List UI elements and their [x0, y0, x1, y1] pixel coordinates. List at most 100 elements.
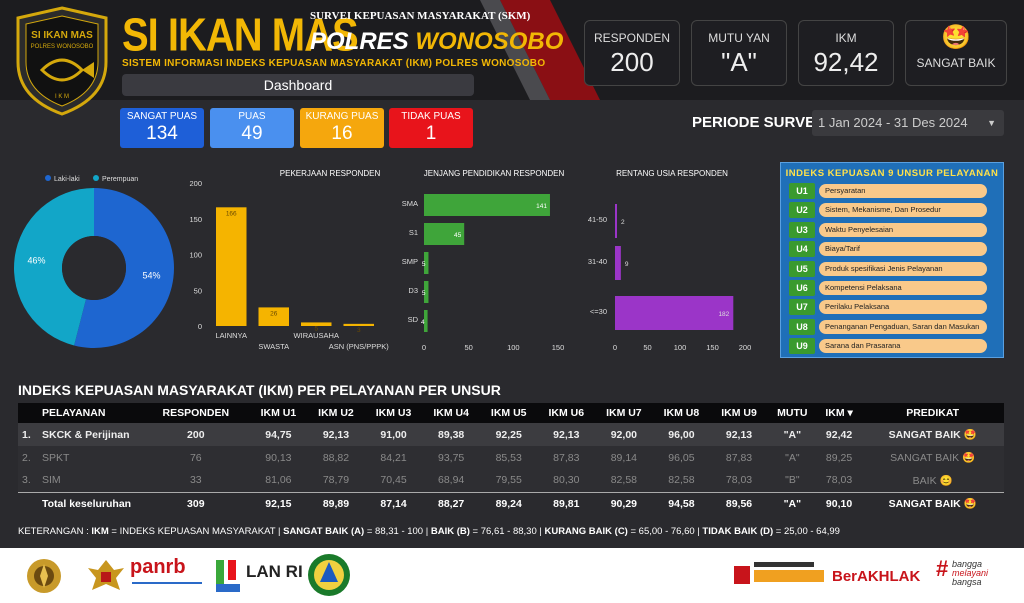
panrb-logo: panrb: [130, 556, 186, 578]
y-tick-label: SD: [408, 315, 419, 324]
bar-value-label: 182: [718, 311, 729, 318]
table-cell: 91,00: [364, 423, 423, 446]
bar-value-label: 2: [621, 219, 625, 226]
polres-label: POLRES: [310, 28, 409, 55]
unsur-code: U4: [789, 241, 815, 258]
y-tick-label: SMA: [402, 199, 418, 208]
table-cell: 92,25: [479, 423, 538, 446]
unsur-code: U8: [789, 318, 815, 335]
column-header[interactable]: IKM U7: [595, 403, 653, 423]
unsur-code: U2: [789, 202, 815, 219]
table-total-cell: 89,24: [479, 491, 538, 515]
ket-bold: KURANG BAIK (C): [544, 526, 628, 537]
footer-logos: panrb LAN RI BerAKHLAK # bangga melayani…: [0, 548, 1024, 603]
column-header-ikm-sorted[interactable]: IKM ▾: [816, 403, 862, 423]
column-header[interactable]: IKM U5: [479, 403, 538, 423]
unsur-row: U8 Penanganan Pengaduan, Saran dan Masuka…: [789, 318, 997, 335]
table-cell: 92,13: [537, 423, 596, 446]
column-header[interactable]: IKM U6: [537, 403, 596, 423]
table-total-cell: 90,29: [595, 491, 653, 515]
unsur-panel: INDEKS KEPUASAN 9 UNSUR PELAYANAN U1 Pers…: [780, 162, 1004, 358]
column-header[interactable]: IKM U9: [710, 403, 768, 423]
unsur-code: U5: [789, 260, 815, 277]
bar: [424, 281, 429, 303]
kpi-ikm: IKM 92,42: [798, 20, 894, 86]
category-kurang-puas: KURANG PUAS 16: [300, 108, 384, 148]
table-cell: 92,13: [710, 423, 768, 446]
bar: [424, 252, 429, 274]
table-cell: "A": [767, 446, 817, 469]
table-total-cell: 88,27: [422, 491, 480, 515]
row-number: 1.: [18, 423, 36, 446]
periode-select[interactable]: 1 Jan 2024 - 31 Des 2024 ▼: [812, 110, 1004, 136]
column-header[interactable]: MUTU: [767, 403, 817, 423]
polres-title: POLRES WONOSOBO: [310, 28, 563, 56]
row-number: 2.: [18, 446, 36, 469]
column-header[interactable]: IKM U8: [652, 403, 711, 423]
column-header[interactable]: RESPONDEN: [142, 403, 250, 423]
kpi-responden: RESPONDEN 200: [584, 20, 680, 86]
table-total-cell: 309: [142, 491, 250, 515]
logo-shield-icon: SI IKAN MAS POLRES WONOSOBO I K M: [16, 6, 108, 116]
table-row[interactable]: 1. SKCK & Perijinan 200 94,75 92,13 91,00 89,3…: [18, 423, 1004, 446]
unsur-row: U5 Produk spesifikasi Jenis Pelayanan: [789, 260, 997, 277]
table-cell: 85,53: [479, 446, 538, 469]
x-tick-label: SWASTA: [258, 342, 289, 351]
x-tick-label: 0: [422, 343, 426, 352]
column-header[interactable]: IKM U1: [249, 403, 308, 423]
survey-subtitle: SURVEI KEPUASAN MASYARAKAT (SKM): [310, 10, 531, 22]
legend-label: Perempuan: [102, 176, 138, 183]
bangga-line: melayani: [952, 568, 989, 578]
table-total-cell: SANGAT BAIK 🤩: [861, 491, 1004, 515]
column-header[interactable]: IKM U2: [307, 403, 365, 423]
unsur-label: Biaya/Tarif: [819, 242, 987, 257]
category-sangat-puas: SANGAT PUAS 134: [120, 108, 204, 148]
bar: [615, 246, 621, 280]
x-tick-label: 150: [552, 343, 565, 352]
y-tick-label: 0: [198, 322, 202, 331]
charts-area: 54% 46% Laki-laki Perempuan PEKERJAAN RESPON…: [13, 169, 752, 352]
dashboard-tab[interactable]: Dashboard: [122, 74, 474, 96]
bar: [615, 296, 734, 330]
table-total-cell: 90,10: [816, 491, 862, 515]
x-tick-label: 50: [464, 343, 472, 352]
column-header[interactable]: PREDIKAT: [861, 403, 1004, 423]
x-tick-label: 200: [739, 343, 752, 352]
ket-text: = 25,00 - 64,99: [773, 526, 840, 537]
svg-text:POLRES WONOSOBO: POLRES WONOSOBO: [31, 44, 94, 50]
x-tick-label: 50: [643, 343, 651, 352]
bar-value-label: 5: [422, 290, 426, 297]
legend-keterangan: KETERANGAN : IKM = INDEKS KEPUASAN MASYA…: [18, 526, 840, 537]
table-row[interactable]: 2. SPKT 76 90,13 88,82 84,21 93,75 85,53 87,83 89…: [18, 446, 1004, 469]
category-value: 1: [425, 123, 437, 144]
x-tick-label: 100: [674, 343, 687, 352]
kpi-mutu: MUTU YAN "A": [691, 20, 787, 86]
table-header-row: PELAYANAN RESPONDEN IKM U1 IKM U2 IKM U3…: [18, 403, 1004, 423]
column-header[interactable]: IKM U3: [364, 403, 423, 423]
garuda-emblem-icon: [88, 560, 124, 590]
periode-label: PERIODE SURVEI: [692, 114, 820, 131]
unsur-row: U1 Persyaratan: [789, 183, 997, 199]
svg-text:I K M: I K M: [55, 94, 69, 100]
category-value: 16: [331, 123, 353, 144]
table-cell: 92,00: [595, 423, 653, 446]
kpi-responden-value: 200: [610, 47, 654, 77]
table-cell: 78,03: [710, 469, 768, 492]
bar-value-label: 9: [625, 261, 629, 268]
header-stripe: [480, 0, 600, 100]
category-label: SANGAT PUAS: [126, 111, 198, 122]
table-title: INDEKS KEPUASAN MASYARAKAT (IKM) PER PEL…: [18, 382, 501, 398]
ket-text: = 88,31 - 100 |: [364, 526, 431, 537]
bar: [343, 323, 374, 326]
column-header[interactable]: PELAYANAN: [36, 403, 142, 423]
table-cell: 82,58: [652, 469, 711, 492]
table-row[interactable]: 3. SIM 33 81,06 78,79 70,45 68,94 79,55 80,30 82,…: [18, 469, 1004, 492]
table-cell: 80,30: [537, 469, 596, 492]
y-tick-label: S1: [409, 228, 418, 237]
wonosobo-emblem-icon: [308, 554, 350, 596]
star-struck-emoji-icon: 🤩: [941, 24, 971, 51]
column-header[interactable]: IKM U4: [422, 403, 480, 423]
kpi-ikm-label: IKM: [835, 31, 857, 45]
y-tick-label: <=30: [590, 307, 607, 316]
kpi-responden-label: RESPONDEN: [593, 31, 670, 45]
